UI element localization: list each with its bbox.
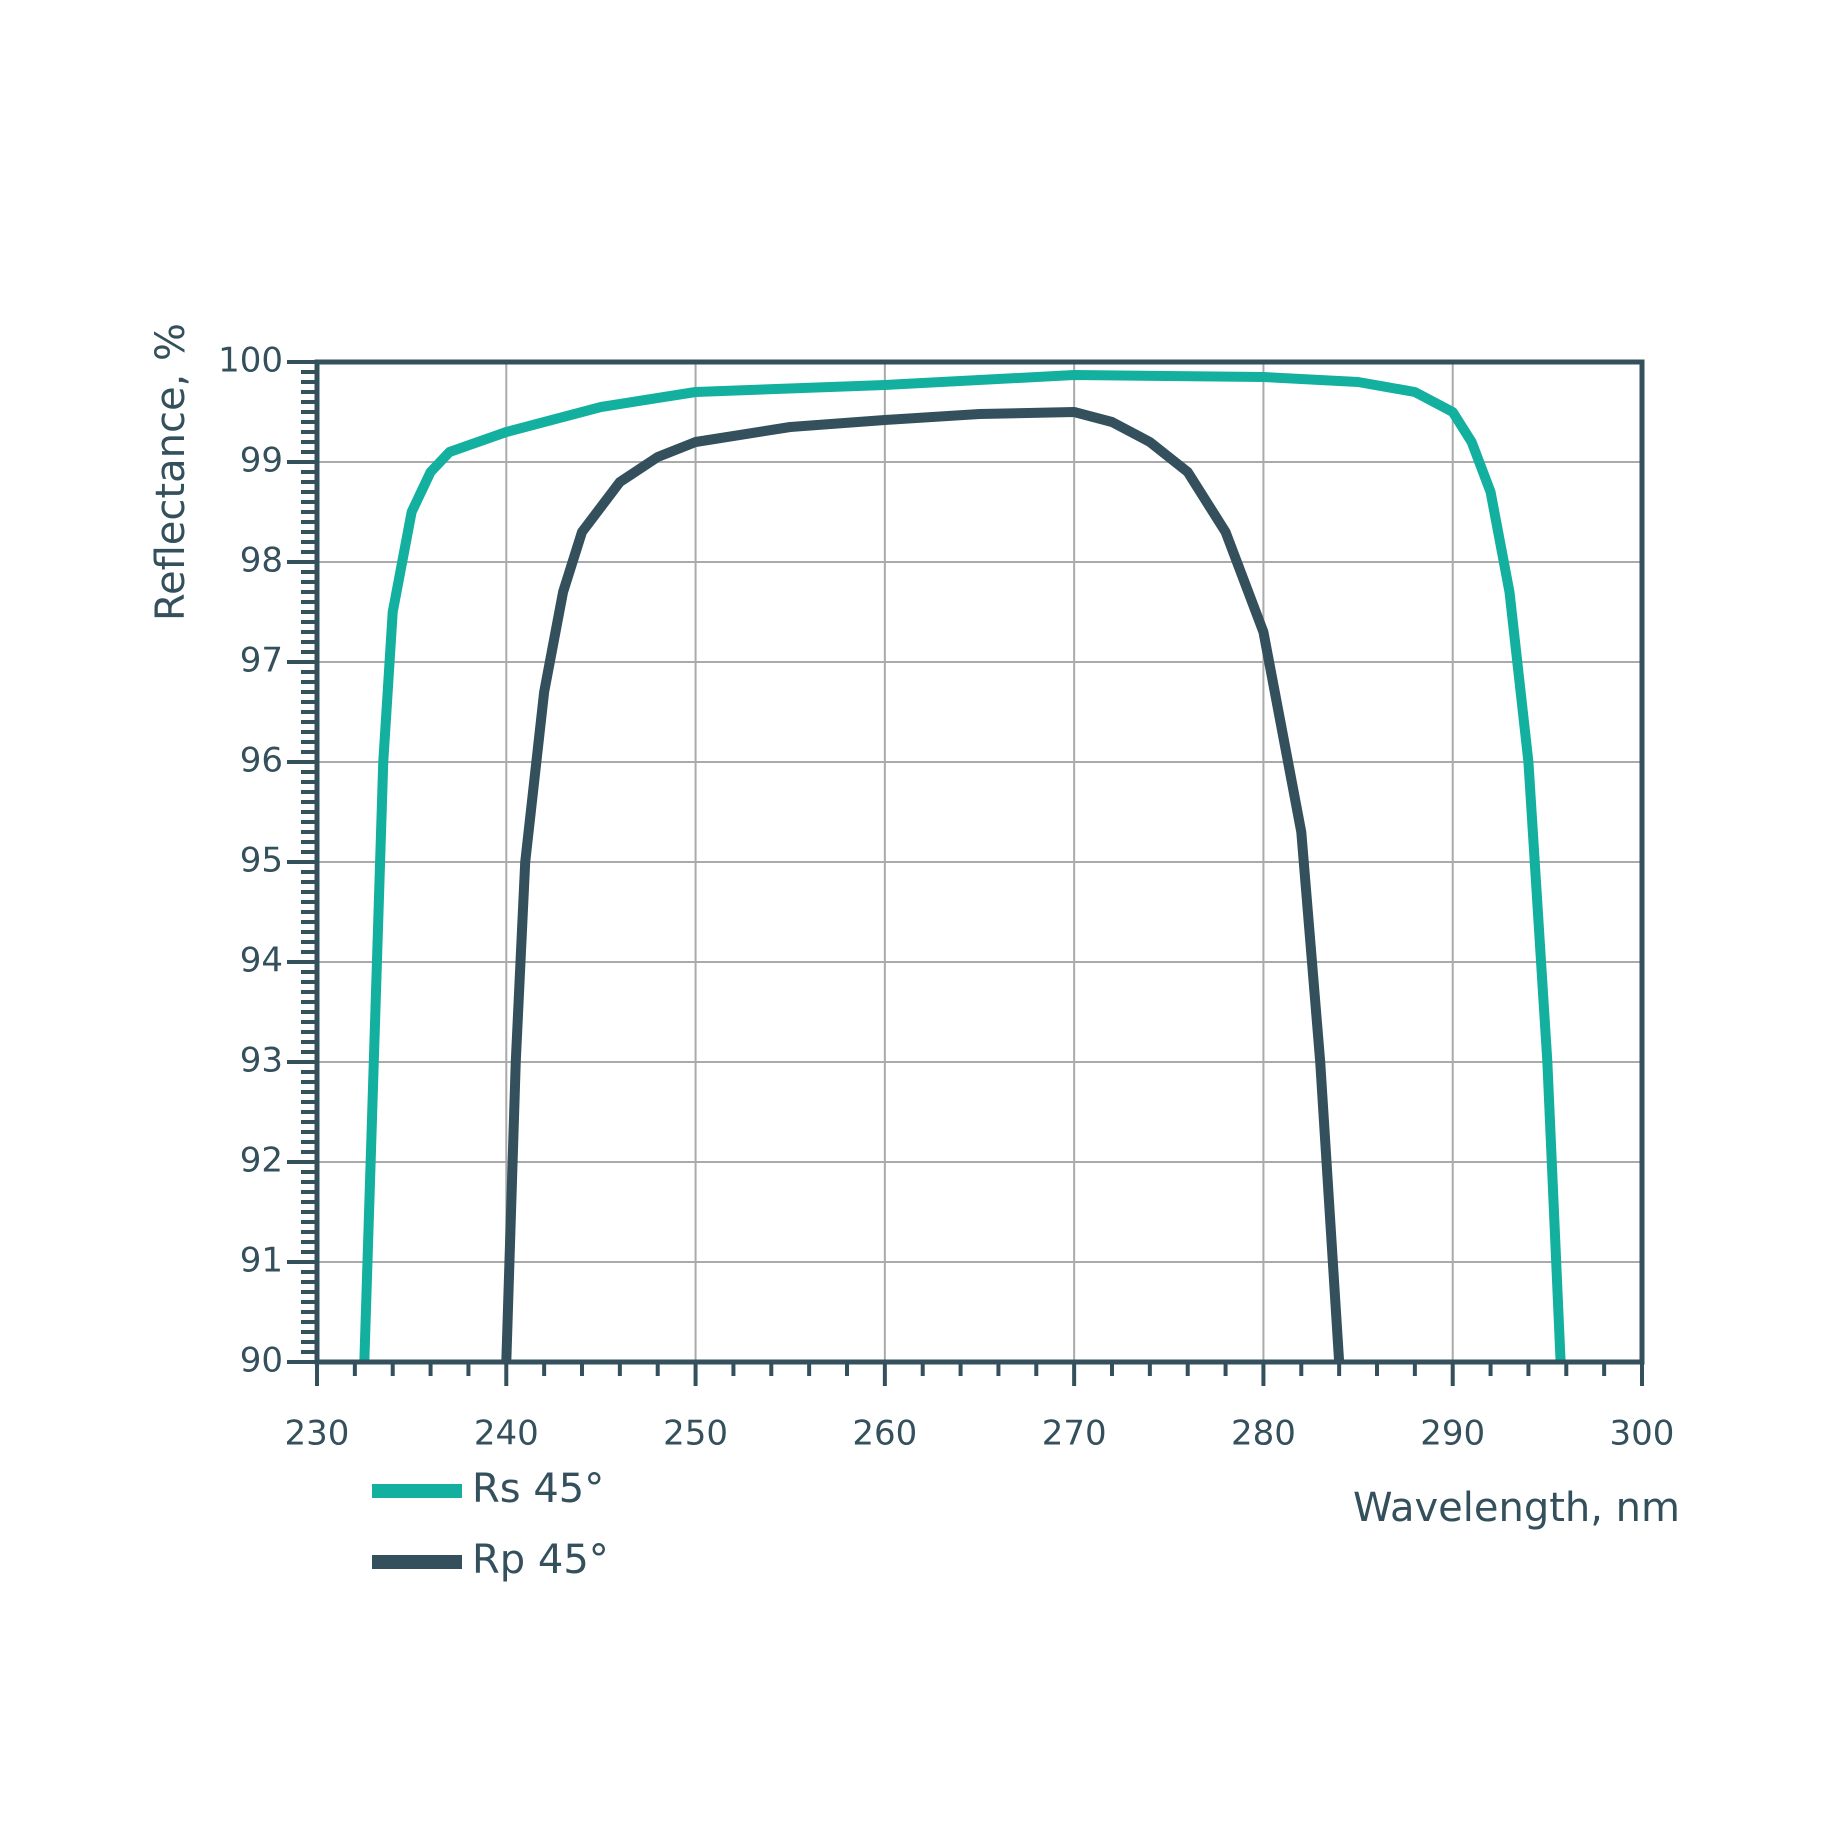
- y-tick-label: 91: [240, 1241, 283, 1281]
- y-tick-label: 97: [240, 641, 283, 681]
- x-tick-label: 270: [1042, 1414, 1107, 1454]
- x-axis-title: Wavelength, nm: [1353, 1485, 1680, 1531]
- legend-label: Rs 45°: [472, 1466, 604, 1512]
- legend-label: Rp 45°: [472, 1537, 609, 1583]
- x-tick-label: 240: [474, 1414, 539, 1454]
- series-line: [501, 407, 1345, 1363]
- x-tick-label: 260: [852, 1414, 917, 1454]
- x-tick-label: 250: [663, 1414, 728, 1454]
- y-tick-label: 92: [240, 1141, 283, 1181]
- y-tick-label: 100: [218, 341, 283, 381]
- plot-frame: [314, 359, 1645, 1365]
- y-tick-label: 96: [240, 741, 283, 781]
- y-tick-label: 95: [240, 841, 283, 881]
- x-tick-label: 230: [285, 1414, 350, 1454]
- y-tick-label: 98: [240, 541, 283, 581]
- x-tick-label: 290: [1420, 1414, 1485, 1454]
- y-tick-label: 94: [240, 941, 283, 981]
- y-tick-label: 93: [240, 1041, 283, 1081]
- y-tick-label: 99: [240, 441, 283, 481]
- x-tick-label: 300: [1610, 1414, 1675, 1454]
- x-tick-label: 280: [1231, 1414, 1296, 1454]
- series-line: [359, 370, 1566, 1363]
- y-tick-label: 90: [240, 1341, 283, 1381]
- y-axis-title: Reflectance, %: [148, 323, 194, 621]
